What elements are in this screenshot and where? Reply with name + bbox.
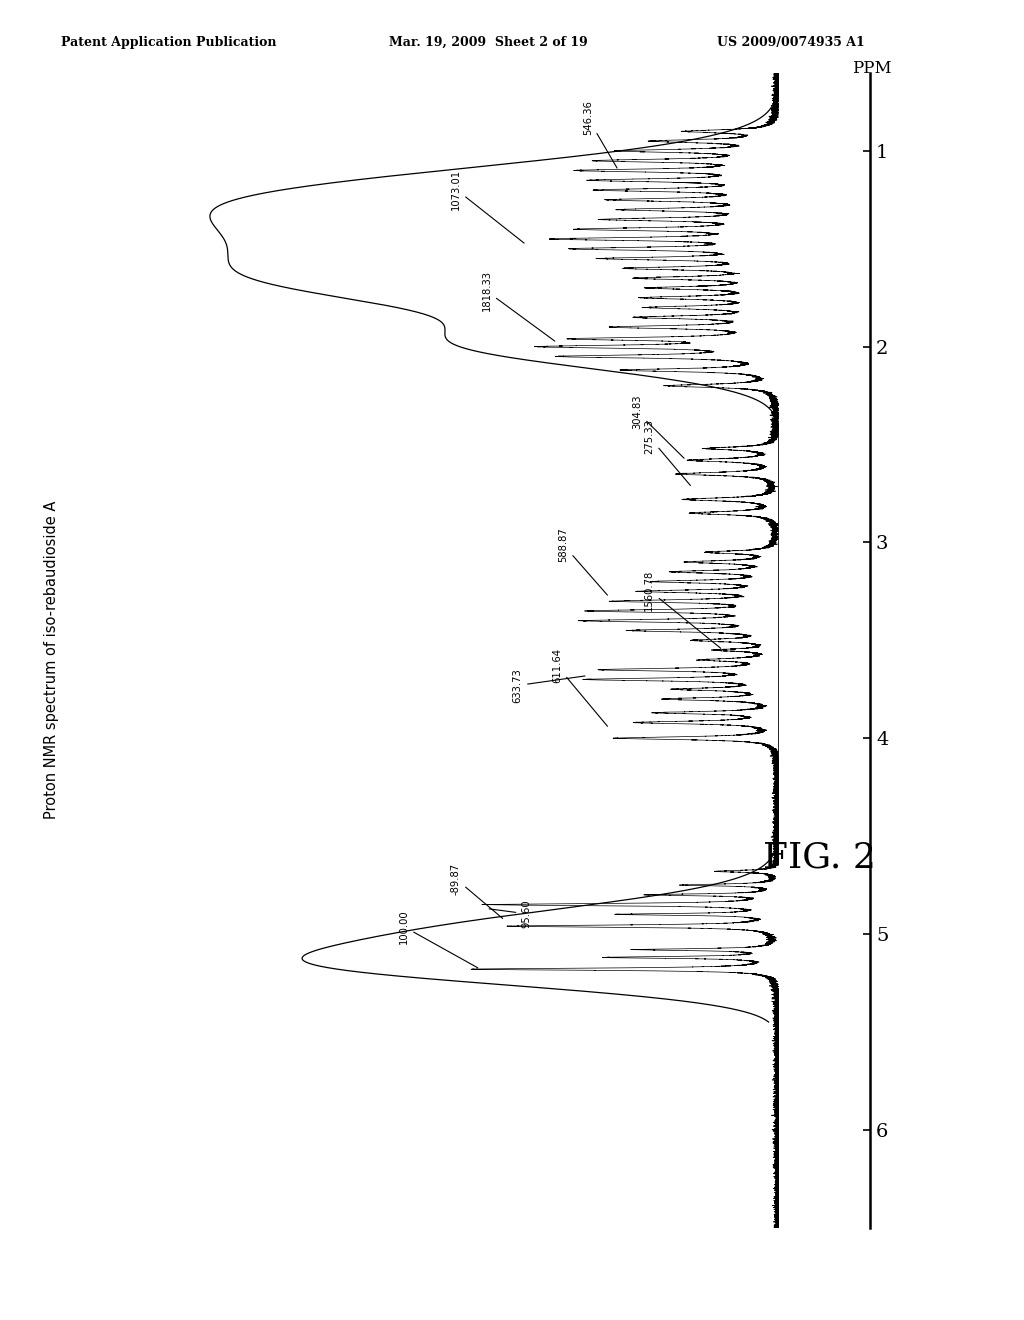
Text: 588.87: 588.87 (558, 527, 607, 595)
Text: 275.33: 275.33 (644, 420, 690, 486)
Text: US 2009/0074935 A1: US 2009/0074935 A1 (717, 36, 864, 49)
Text: PPM: PPM (852, 59, 892, 77)
Text: 304.83: 304.83 (632, 395, 684, 458)
Text: FIG. 2: FIG. 2 (763, 841, 876, 875)
Text: Mar. 19, 2009  Sheet 2 of 19: Mar. 19, 2009 Sheet 2 of 19 (389, 36, 588, 49)
Text: 1818.33: 1818.33 (481, 271, 555, 341)
Text: 1073.01: 1073.01 (451, 169, 524, 243)
Text: 633.73: 633.73 (512, 668, 585, 704)
Text: 611.64: 611.64 (552, 648, 607, 726)
Text: Patent Application Publication: Patent Application Publication (61, 36, 276, 49)
Text: 546.36: 546.36 (583, 100, 617, 168)
Text: 100.00: 100.00 (398, 909, 478, 968)
Text: -89.87: -89.87 (451, 863, 503, 919)
Text: Proton NMR spectrum of iso-rebaudioside A: Proton NMR spectrum of iso-rebaudioside … (44, 500, 58, 820)
Text: 95.60: 95.60 (489, 899, 531, 928)
Text: 1560.78: 1560.78 (644, 570, 721, 648)
